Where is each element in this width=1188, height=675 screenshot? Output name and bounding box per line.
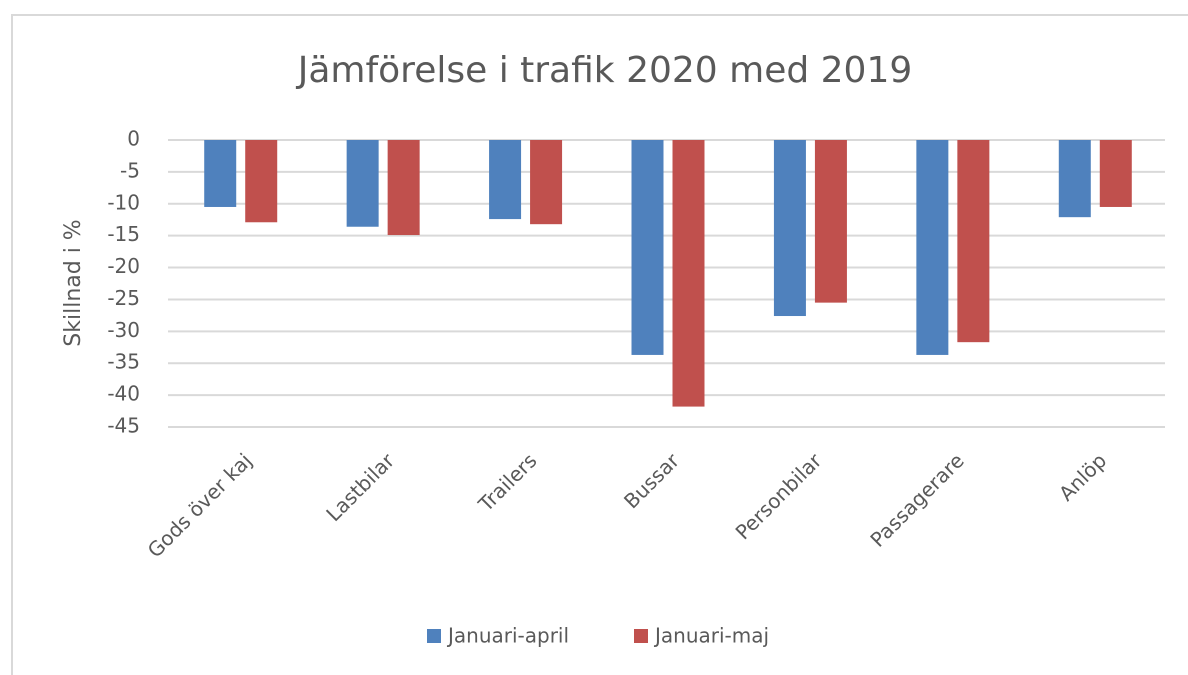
bar — [204, 140, 237, 207]
legend-swatch — [634, 629, 648, 643]
y-axis-label: Skillnad i % — [61, 219, 86, 346]
x-tick-label: Gods över kaj — [143, 448, 257, 562]
legend-label: Januari-maj — [653, 624, 769, 648]
bar — [489, 140, 522, 220]
bar — [530, 140, 563, 225]
bar — [631, 140, 664, 355]
bar — [346, 140, 379, 227]
y-tick-label: -30 — [107, 318, 140, 342]
bar — [957, 140, 990, 343]
bar — [1099, 140, 1132, 207]
bar — [1058, 140, 1091, 218]
bar — [387, 140, 420, 236]
chart-title: Jämförelse i trafik 2020 med 2019 — [296, 50, 913, 91]
y-tick-label: -35 — [107, 350, 140, 374]
bar — [672, 140, 705, 407]
x-tick-label: Personbilar — [731, 448, 827, 544]
y-tick-label: -45 — [107, 414, 140, 438]
y-tick-label: -5 — [120, 158, 140, 182]
y-tick-label: -15 — [107, 222, 140, 246]
chart-border — [11, 14, 1188, 675]
x-tick-label: Passagerare — [865, 448, 968, 551]
y-tick-label: 0 — [127, 127, 140, 151]
y-tick-label: -25 — [107, 286, 140, 310]
x-tick-label: Bussar — [619, 448, 684, 513]
bar — [916, 140, 949, 355]
x-tick-label: Lastbilar — [321, 448, 399, 526]
legend-swatch — [427, 629, 441, 643]
y-tick-label: -40 — [107, 382, 140, 406]
legend-label: Januari-april — [446, 624, 569, 648]
y-tick-label: -10 — [107, 190, 140, 214]
x-tick-label: Trailers — [473, 448, 541, 516]
bar — [814, 140, 847, 303]
bar — [245, 140, 278, 223]
y-tick-label: -20 — [107, 254, 140, 278]
bar — [773, 140, 806, 317]
x-tick-label: Anlöp — [1054, 448, 1111, 505]
